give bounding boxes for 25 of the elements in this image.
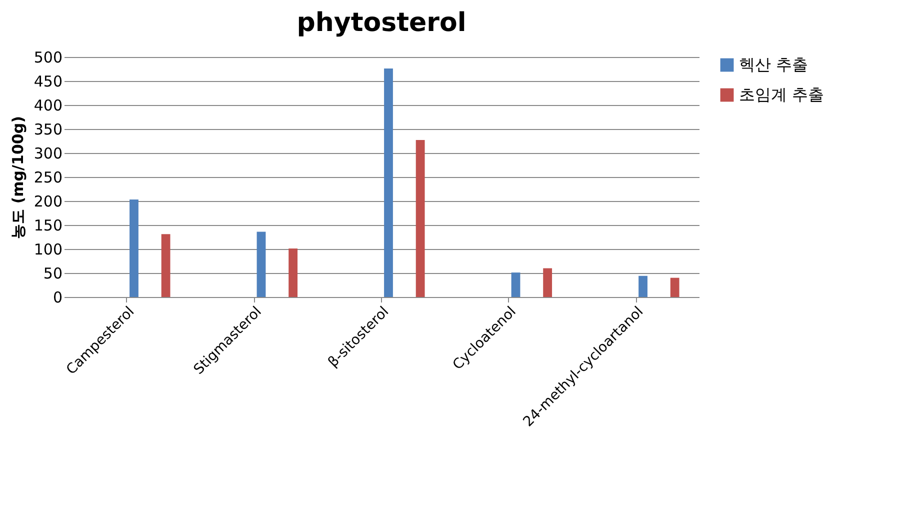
y-tick-label: 450 [34,72,62,90]
y-tick-label: 100 [34,240,62,258]
y-tick-label: 300 [34,144,62,162]
y-axis-title: 농도 (mg/100g) [8,116,27,239]
y-tick-label: 150 [34,216,62,234]
bar [384,68,393,297]
bar [256,232,266,297]
bar [511,272,520,297]
bar [288,248,298,297]
bar [130,200,138,297]
legend-label: 초임계 추출 [739,85,824,104]
y-tick-label: 50 [43,264,62,282]
bar [638,276,648,297]
chart-title: phytosterol [296,8,466,38]
bar [416,140,425,297]
y-tick-label: 200 [34,192,62,210]
bar [670,278,680,297]
bar [161,234,170,297]
y-tick-label: 0 [52,288,62,306]
y-tick-label: 500 [34,48,62,66]
legend-label: 헥산 추출 [739,55,808,74]
y-tick-label: 400 [34,96,62,114]
bar [543,268,552,297]
y-tick-label: 250 [34,168,62,186]
y-tick-label: 350 [34,120,62,138]
